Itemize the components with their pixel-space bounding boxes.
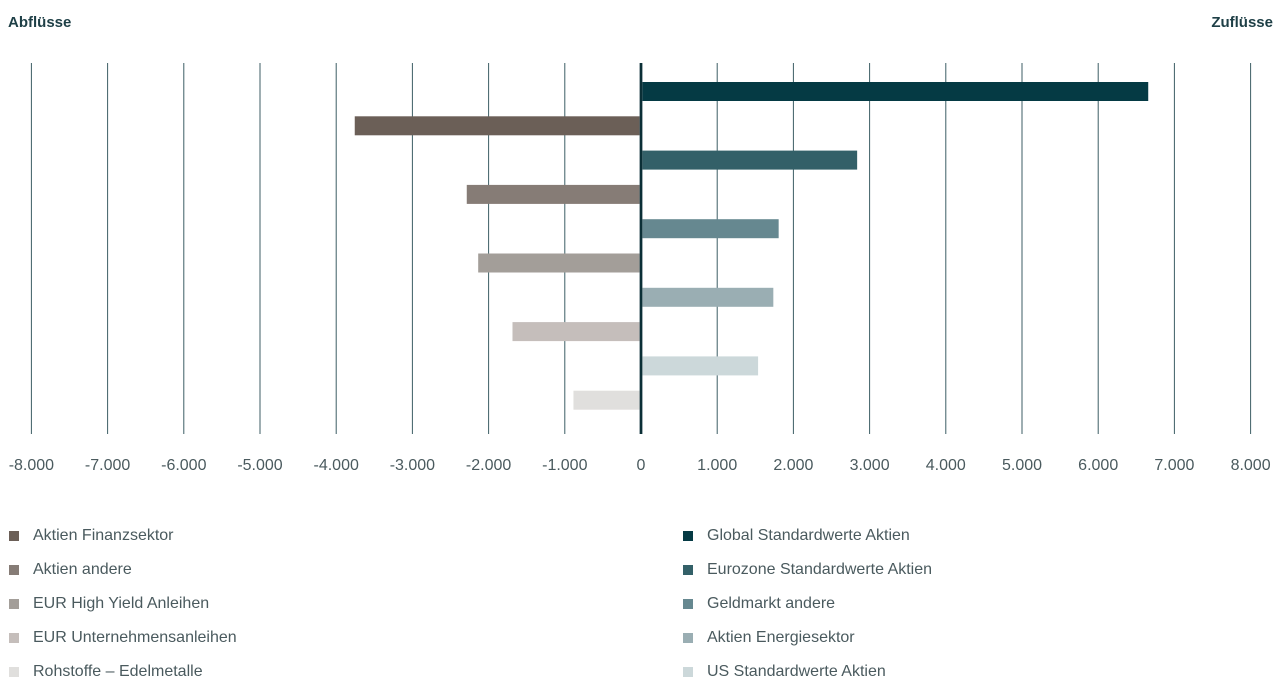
legend-swatch (683, 633, 693, 643)
bar-rohstoffe-edelmetalle (573, 390, 640, 410)
x-tick-label: -5.000 (237, 457, 282, 474)
legend-item: Rohstoffe – Edelmetalle (9, 655, 237, 689)
x-tick-label: 0 (637, 457, 646, 474)
x-tick-label: -7.000 (85, 457, 130, 474)
bar-global-standardwerte-aktien (642, 82, 1149, 101)
x-tick-label: 2.000 (773, 457, 813, 474)
x-axis-tick-labels: -8.000 -7.000 -6.000 -5.000 -4.000 -3.000 -2.0… (9, 457, 1271, 474)
bar-geldmarkt-andere (642, 219, 779, 239)
legend-item: EUR Unternehmensanleihen (9, 621, 237, 655)
x-tick-label: -4.000 (314, 457, 359, 474)
x-tick-label: -3.000 (390, 457, 435, 474)
bar-aktien-andere (466, 184, 640, 204)
x-tick-label: 1.000 (697, 457, 737, 474)
legend-item: Geldmarkt andere (683, 587, 932, 621)
bar-us-standardwerte-aktien (642, 356, 759, 376)
legend-item: Global Standardwerte Aktien (683, 519, 932, 553)
x-tick-label: 8.000 (1231, 457, 1271, 474)
chart-gridlines (30, 63, 1252, 434)
legend-label: Eurozone Standardwerte Aktien (707, 561, 933, 578)
legend-item: Aktien Finanzsektor (9, 519, 237, 553)
x-tick-label: -1.000 (542, 457, 587, 474)
x-tick-label: -6.000 (161, 457, 206, 474)
legend-swatch (9, 599, 19, 609)
legend-item: Aktien andere (9, 553, 237, 587)
legend-item: Aktien Energiesektor (683, 621, 932, 655)
legend-swatch (9, 565, 19, 575)
legend-label: US Standardwerte Aktien (707, 663, 886, 680)
legend-label: Rohstoffe – Edelmetalle (33, 663, 203, 680)
legend-outflows: Aktien Finanzsektor Aktien andere EUR High… (9, 519, 237, 689)
legend-label: EUR Unternehmensanleihen (33, 629, 237, 646)
bar-aktien-finanzsektor (354, 116, 640, 136)
fund-flows-bar-chart: -8.000 -7.000 -6.000 -5.000 -4.000 -3.000 -2.0… (9, 63, 1271, 474)
x-tick-label: 3.000 (850, 457, 890, 474)
bar-aktien-energiesektor (642, 287, 774, 307)
legend-label: Aktien andere (33, 561, 132, 578)
x-tick-label: 5.000 (1002, 457, 1042, 474)
legend-swatch (683, 599, 693, 609)
legend-item: US Standardwerte Aktien (683, 655, 932, 689)
x-tick-label: 6.000 (1078, 457, 1118, 474)
outflows-title: Abflüsse (8, 14, 72, 31)
x-tick-label: -8.000 (9, 457, 54, 474)
bar-eur-unternehmensanleihen (512, 322, 640, 342)
legend-label: Aktien Energiesektor (707, 629, 855, 646)
bar-eurozone-standardwerte-aktien (642, 150, 858, 170)
legend-swatch (9, 531, 19, 541)
legend-inflows: Global Standardwerte Aktien Eurozone Stan… (683, 519, 932, 689)
chart-bars (354, 63, 1149, 434)
x-tick-label: 4.000 (926, 457, 966, 474)
legend-swatch (9, 667, 19, 677)
legend-swatch (683, 531, 693, 541)
legend-label: Geldmarkt andere (707, 595, 836, 612)
legend-item: EUR High Yield Anleihen (9, 587, 237, 621)
x-tick-label: 7.000 (1154, 457, 1194, 474)
legend-swatch (683, 667, 693, 677)
legend-swatch (683, 565, 693, 575)
legend-label: Aktien Finanzsektor (33, 527, 174, 544)
x-tick-label: -2.000 (466, 457, 511, 474)
bar-eur-high-yield-anleihen (478, 253, 640, 273)
legend-swatch (9, 633, 19, 643)
inflows-title: Zuflüsse (1211, 14, 1273, 31)
legend-item: Eurozone Standardwerte Aktien (683, 553, 932, 587)
legend-label: EUR High Yield Anleihen (33, 595, 210, 612)
legend-label: Global Standardwerte Aktien (707, 527, 910, 544)
